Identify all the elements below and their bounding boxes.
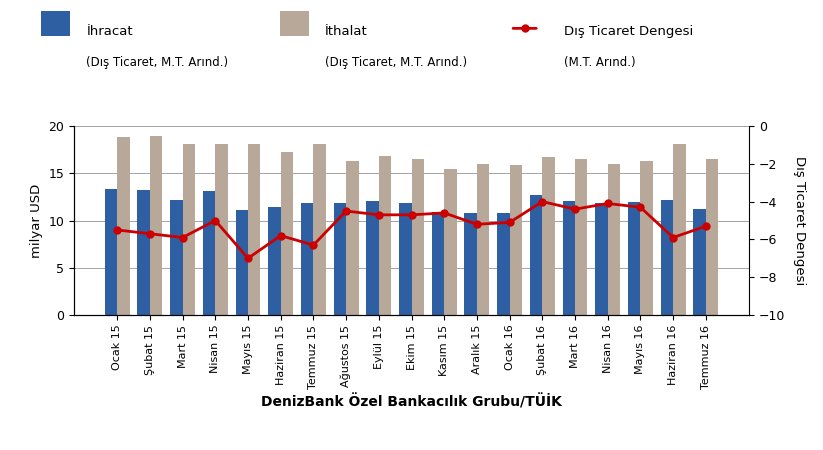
Bar [706, 159, 718, 315]
Bar [497, 213, 509, 315]
Text: İthalat: İthalat [325, 25, 368, 38]
Bar [563, 201, 575, 315]
Bar [137, 190, 150, 315]
Text: (Dış Ticaret, M.T. Arınd.): (Dış Ticaret, M.T. Arınd.) [325, 56, 467, 69]
Bar [542, 157, 555, 315]
Bar [464, 213, 477, 315]
Bar [183, 144, 195, 315]
Text: (Dış Ticaret, M.T. Arınd.): (Dış Ticaret, M.T. Arınd.) [86, 56, 229, 69]
Bar [509, 165, 522, 315]
Bar [268, 207, 281, 315]
Bar [661, 200, 673, 315]
Text: (M.T. Arınd.): (M.T. Arınd.) [564, 56, 635, 69]
Bar [333, 203, 346, 315]
Bar [170, 200, 183, 315]
Bar [595, 202, 607, 315]
X-axis label: DenizBank Özel Bankacılık Grubu/TÜİK: DenizBank Özel Bankacılık Grubu/TÜİK [261, 394, 562, 410]
Bar [640, 161, 653, 315]
Bar [628, 202, 640, 315]
Bar [412, 159, 424, 315]
Bar [150, 136, 162, 315]
Bar [694, 209, 706, 315]
Bar [432, 212, 444, 315]
Y-axis label: milyar USD: milyar USD [30, 184, 43, 257]
Bar [248, 144, 260, 315]
Bar [366, 201, 379, 315]
Bar [530, 195, 542, 315]
Bar [444, 168, 457, 315]
Bar [399, 203, 412, 315]
Bar [216, 144, 228, 315]
Bar [202, 191, 216, 315]
Bar [379, 156, 391, 315]
Bar [673, 144, 686, 315]
Bar [105, 189, 117, 315]
Bar [301, 203, 314, 315]
Bar [235, 210, 248, 315]
Text: Dış Ticaret Dengesi: Dış Ticaret Dengesi [564, 25, 693, 38]
Bar [575, 159, 588, 315]
Text: İhracat: İhracat [86, 25, 133, 38]
Bar [117, 137, 129, 315]
Bar [607, 164, 621, 315]
Y-axis label: Dış Ticaret Dengesi: Dış Ticaret Dengesi [793, 156, 806, 285]
Bar [314, 144, 326, 315]
Bar [346, 161, 359, 315]
Bar [281, 153, 293, 315]
Bar [477, 164, 490, 315]
